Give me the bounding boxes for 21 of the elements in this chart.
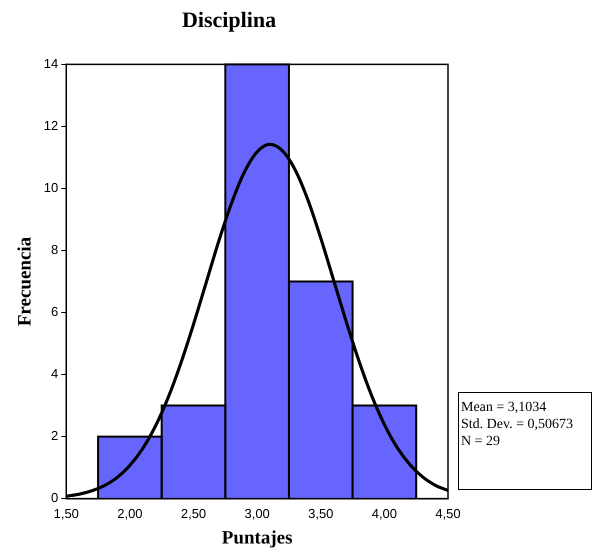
y-tick-label: 4 <box>51 366 58 382</box>
y-axis-title: Frecuencia <box>14 236 36 326</box>
x-tick-label: 2,00 <box>117 506 143 521</box>
x-tick-label: 3,00 <box>244 506 270 521</box>
y-tick-label: 0 <box>51 490 58 506</box>
x-tick-label: 3,50 <box>308 506 334 521</box>
x-axis-title: Puntajes <box>222 528 292 549</box>
x-tick-label: 2,50 <box>180 506 206 521</box>
y-tick-label: 2 <box>51 428 58 444</box>
x-tick-label: 4,50 <box>435 506 461 521</box>
chart-title: Disciplina <box>182 6 276 32</box>
text: Mean = 3,1034 <box>461 399 548 416</box>
y-tick-label: 12 <box>44 118 58 134</box>
y-tick-label: 10 <box>44 180 58 196</box>
y-tick-label: 14 <box>44 56 58 71</box>
text: N = 29 <box>461 433 502 450</box>
x-tick-label: 4,00 <box>372 506 398 521</box>
y-tick-label: 6 <box>51 304 58 320</box>
text: Std. Dev. = 0,50673 <box>461 416 574 433</box>
x-tick-label: 1,50 <box>54 506 79 521</box>
y-tick-label: 8 <box>51 242 58 258</box>
